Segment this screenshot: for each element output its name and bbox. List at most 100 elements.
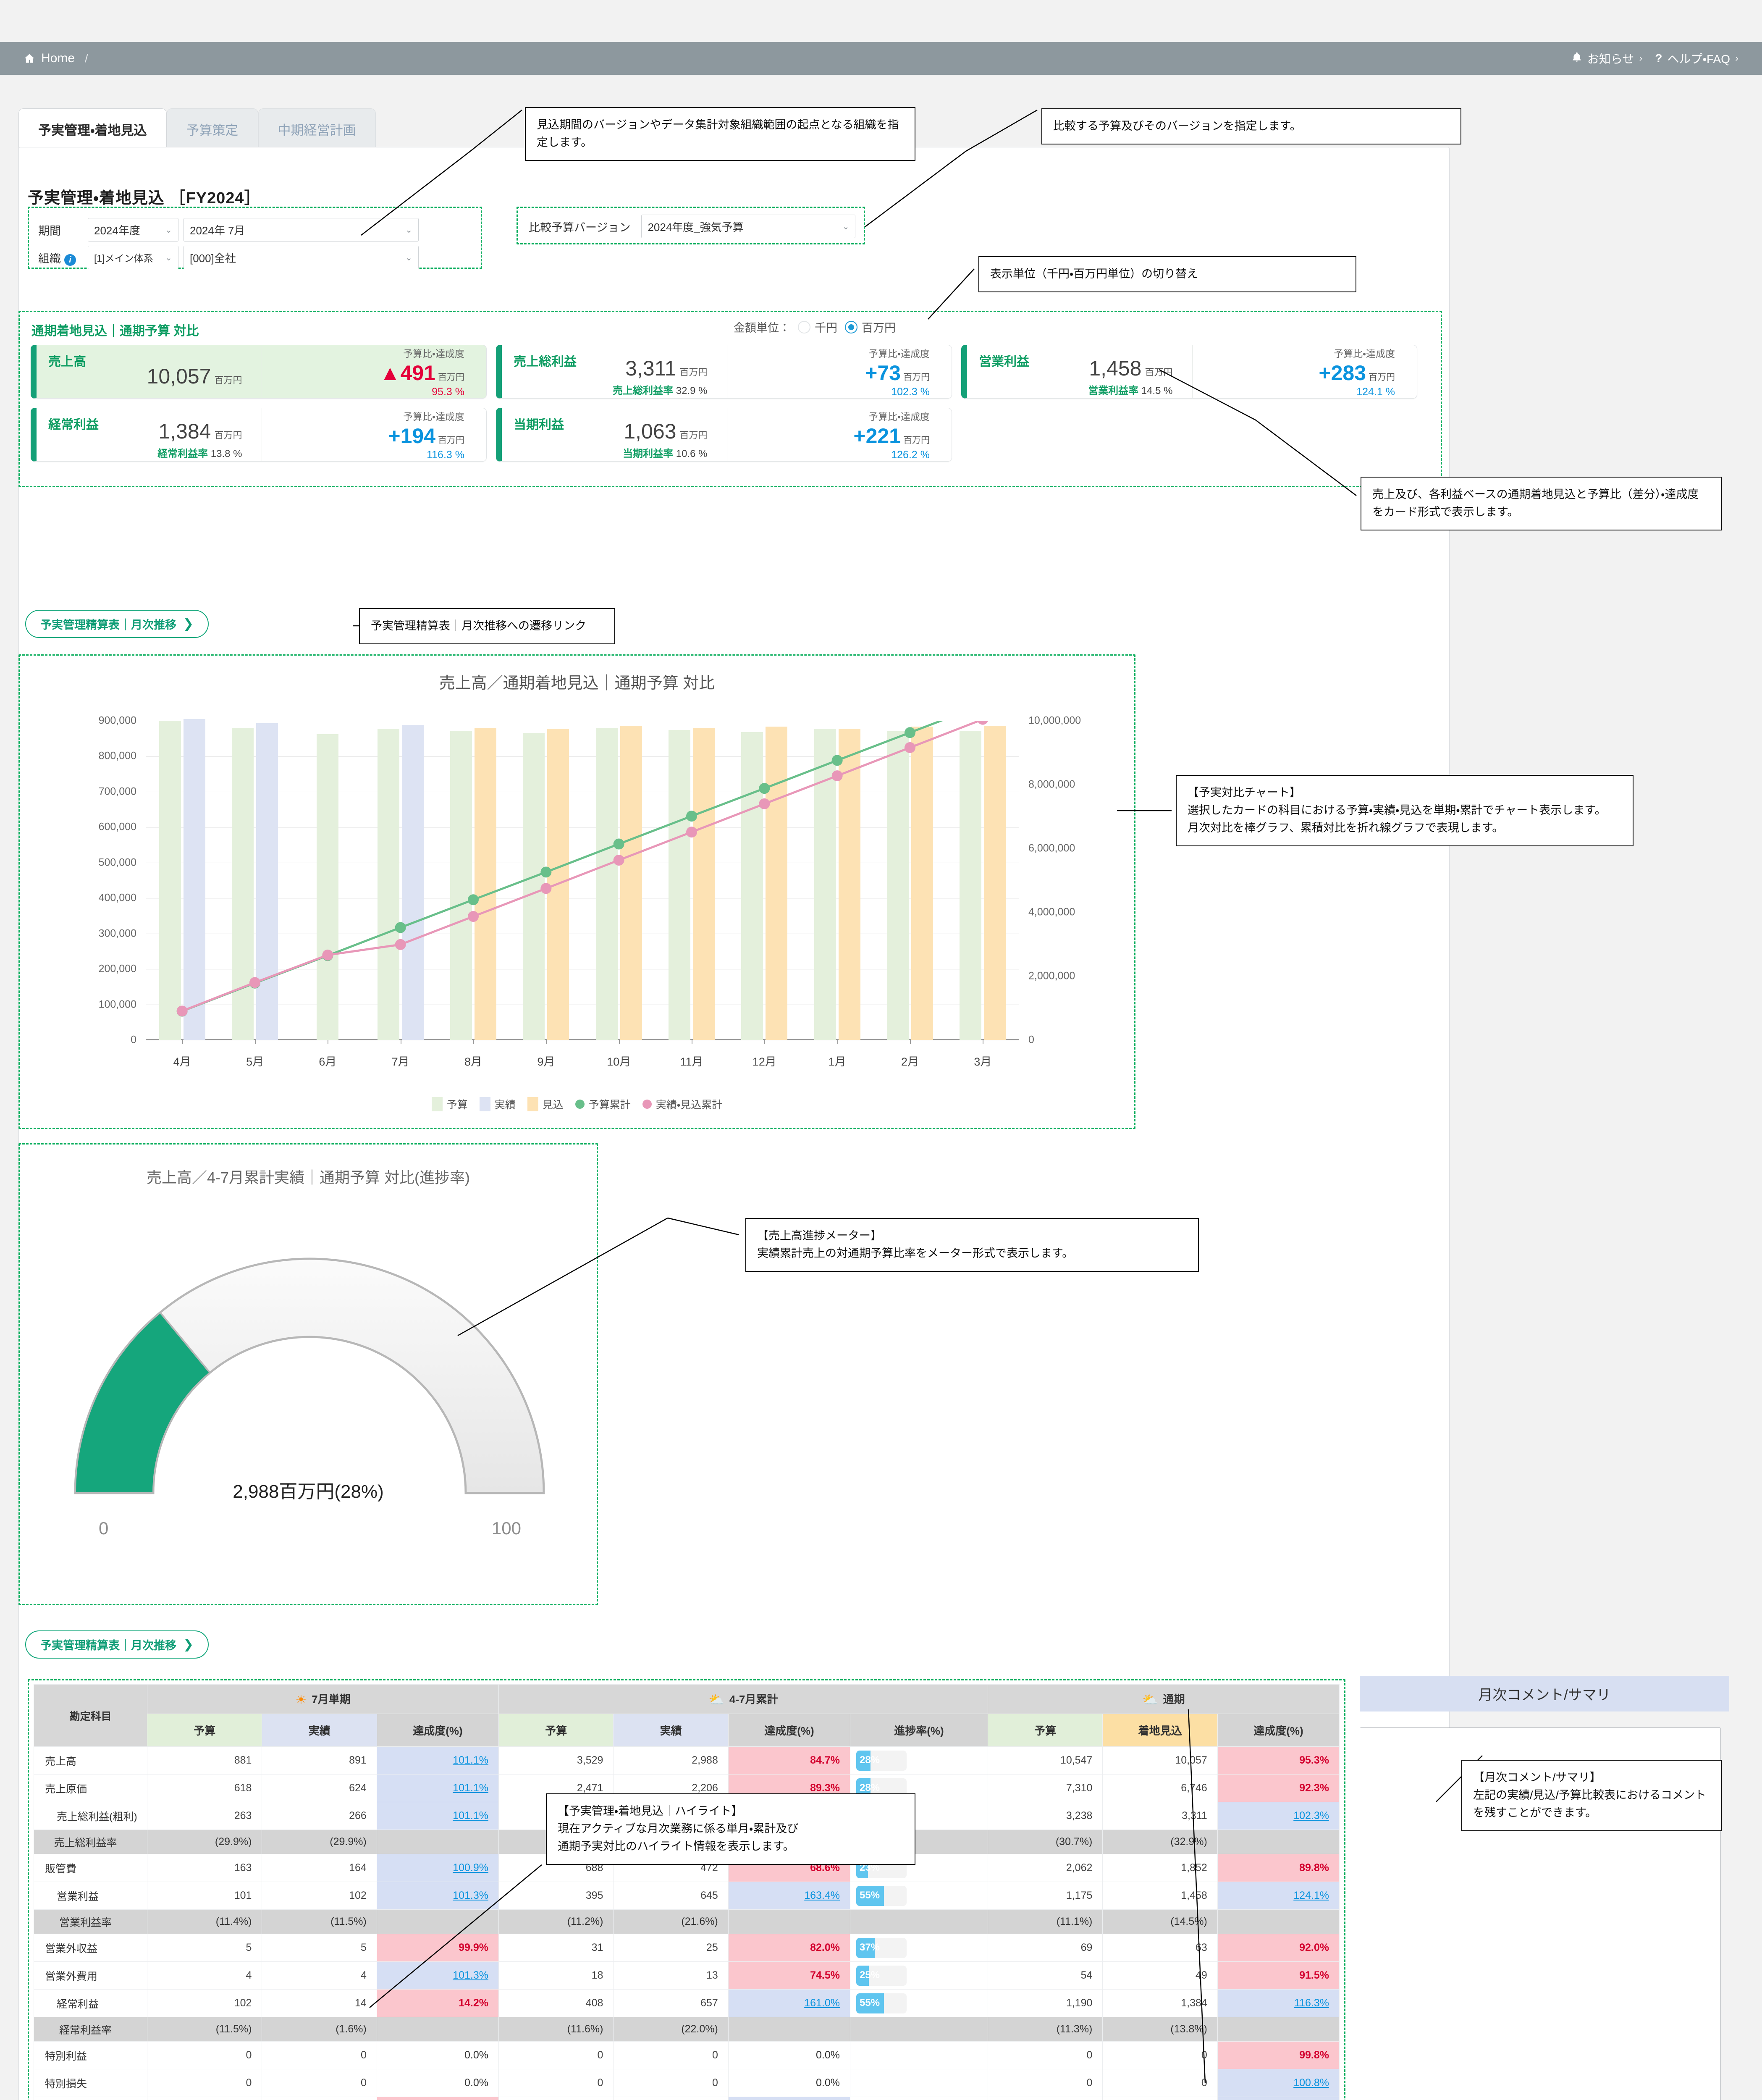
sales-progress-gauge-panel: 売上高／4-7月累計実績｜通期予算 対比(進捗率) 2,988百万円(28%) … xyxy=(18,1143,598,1605)
cell-c-prog: 37% xyxy=(850,1934,988,1962)
org-tree-select[interactable]: [1]メイン体系 ⌄ xyxy=(88,246,178,269)
info-icon[interactable]: i xyxy=(64,254,76,266)
x-axis-label: 3月 xyxy=(974,1055,992,1068)
cell-m-ach: 101.1% xyxy=(376,1774,499,1802)
cell-m-ach: 14.2% xyxy=(376,2097,499,2100)
org-node-value: [000]全社 xyxy=(190,252,236,265)
notice-label: お知らせ xyxy=(1587,52,1634,66)
kpi-card-eigyo-rieki[interactable]: 営業利益 1,458 百万円 営業利益率 14.5 % 予算比・達成度 +283 百… xyxy=(961,345,1417,399)
cell-c-bud: 3,529 xyxy=(498,1746,614,1774)
x-tick xyxy=(473,1040,474,1044)
trend-link-bottom[interactable]: 予実管理精算表｜月次推移 ❯ xyxy=(25,1630,209,1659)
row-label: 営業利益率 xyxy=(34,1909,147,1934)
notice-link[interactable]: お知らせ › xyxy=(1571,50,1642,67)
x-tick xyxy=(546,1040,547,1044)
cell-c-ach: 0.0% xyxy=(728,2069,851,2097)
bell-icon xyxy=(1571,52,1582,66)
chart-bar-実績 xyxy=(401,725,424,1040)
legend-swatch xyxy=(479,1097,490,1111)
cell-m-bud: 263 xyxy=(147,1802,262,1830)
cell-c-prog xyxy=(850,2041,988,2069)
annotation-highlight: 【予実管理・着地見込｜ハイライト】 現在アクティブな月次業務に係る単月・累計及び… xyxy=(546,1793,915,1865)
y-axis-left-tick: 500,000 xyxy=(98,856,136,869)
kpi-card-keijo-rieki[interactable]: 経常利益 1,384 百万円 経常利益率 13.8 % 予算比・達成度 +194 百… xyxy=(31,408,487,462)
annotation-unit-toggle: 表示単位（千円・百万円単位）の切り替え xyxy=(978,256,1356,292)
y-axis-left-tick: 800,000 xyxy=(98,750,136,762)
cell-m-bud: (11.5%) xyxy=(147,2017,262,2042)
y-axis-right-tick: 0 xyxy=(1028,1034,1034,1046)
tab-yojitsu-kanri[interactable]: 予実管理・着地見込 xyxy=(18,108,167,150)
cell-y-bud: 69 xyxy=(987,1934,1103,1962)
legend-item-予算[interactable]: 予算 xyxy=(431,1097,468,1112)
kpi-card-touki-rieki[interactable]: 当期利益 1,063 百万円 当期利益率 10.6 % 予算比・達成度 +221 百… xyxy=(496,408,952,462)
radio-million-icon xyxy=(845,320,857,333)
cell-y-bud: 7,310 xyxy=(987,1774,1103,1802)
cell-y-ach: 102.3% xyxy=(1217,1802,1340,1830)
x-axis xyxy=(146,1039,1019,1040)
table-row: 売上高 881 891 101.1% 3,529 2,988 84.7% 28% 10,547 1… xyxy=(34,1746,1340,1774)
kpi-panel: 通期着地見込｜通期予算 対比 金額単位： 千円 百万円 売上高 10,057 百万… xyxy=(18,311,1442,487)
tab-yosan-sakutei[interactable]: 予算策定 xyxy=(166,108,258,150)
legend-item-見込[interactable]: 見込 xyxy=(527,1097,564,1112)
cell-y-bud: 0 xyxy=(987,2069,1103,2097)
tab-chuki-keiei[interactable]: 中期経営計画 xyxy=(258,108,376,150)
cell-y-ach: 91.5% xyxy=(1217,1961,1340,1990)
x-tick xyxy=(255,1040,256,1044)
kpi-card-uriage-sorieki[interactable]: 売上総利益 3,311 百万円 売上総利益率 32.9 % 予算比・達成度 +73… xyxy=(496,345,952,399)
table-row-ratio: 経常利益率 (11.5%) (1.6%) (11.6%) (22.0%) (11.3%)(… xyxy=(34,2017,1340,2042)
kpi-heading: 通期着地見込｜通期予算 対比 xyxy=(31,324,199,338)
cell-m-bud: (29.9%) xyxy=(147,1830,262,1854)
kpi-card-uriagedaka[interactable]: 売上高 10,057 百万円 予算比・達成度 ▲491 百万円 95.3 % xyxy=(31,345,487,399)
cell-c-prog: 25% xyxy=(850,1961,988,1990)
help-faq-link[interactable]: ? ヘルプ・FAQ › xyxy=(1655,50,1738,67)
cell-y-bud: 3,238 xyxy=(987,1802,1103,1830)
chart-bar-予算 xyxy=(450,730,472,1040)
legend-item-実績[interactable]: 実績 xyxy=(479,1097,516,1112)
kpi-card-2-pct: 124.1 % xyxy=(1356,386,1395,398)
month-select[interactable]: 2024年 7月 ⌄ xyxy=(184,218,419,242)
breadcrumb-home[interactable]: Home xyxy=(24,51,75,66)
cell-c-prog: 55% xyxy=(850,2097,988,2100)
kpi-card-2-name: 営業利益 xyxy=(979,355,1029,369)
kpi-card-4-rate: 当期利益率 10.6 % xyxy=(623,448,708,459)
annotation-period-org: 見込期間のバージョンやデータ集計対象組織範囲の起点となる組織を指定します。 xyxy=(525,107,915,161)
cell-c-ach: 0.0% xyxy=(728,2041,851,2069)
cell-m-bud: 618 xyxy=(147,1774,262,1802)
x-axis-label: 4月 xyxy=(173,1055,191,1068)
fiscal-year-select[interactable]: 2024年度 ⌄ xyxy=(88,218,178,242)
trend-link-top[interactable]: 予実管理精算表｜月次推移 ❯ xyxy=(25,610,209,638)
cell-m-act: (1.6%) xyxy=(262,2017,377,2042)
cell-m-ach xyxy=(376,1909,499,1934)
cell-y-fc: 63 xyxy=(1102,1934,1218,1962)
th-group-0: ☀ 7月単期 xyxy=(147,1684,499,1714)
budget-actual-chart-panel: 売上高／通期着地見込｜通期予算 対比 0 100,000 200,000 300,00… xyxy=(18,654,1135,1129)
top-navigation-bar: Home / お知らせ › ? ヘルプ・FAQ › xyxy=(0,42,1762,75)
cell-y-ach: 92.3% xyxy=(1217,1774,1340,1802)
row-label: 営業利益 xyxy=(34,1882,147,1910)
cell-y-fc: 3,311 xyxy=(1102,1802,1218,1830)
cell-c-act: 25 xyxy=(613,1934,729,1962)
y-axis-left-tick: 200,000 xyxy=(98,963,136,975)
cell-m-act: 5 xyxy=(262,1934,377,1962)
chart-bar-予算 xyxy=(960,730,982,1040)
y-axis-left-tick: 700,000 xyxy=(98,785,136,798)
legend-item-予算累計[interactable]: 予算累計 xyxy=(575,1097,631,1112)
org-node-select[interactable]: [000]全社 ⌄ xyxy=(184,246,419,269)
legend-swatch xyxy=(575,1100,585,1109)
legend-swatch xyxy=(431,1097,443,1111)
cell-c-act: 657 xyxy=(613,1989,729,2017)
cell-y-fc: 0 xyxy=(1102,2041,1218,2069)
unit-option-million[interactable]: 百万円 xyxy=(845,319,896,335)
cell-y-ach: 100.8% xyxy=(1217,2069,1340,2097)
cell-c-act: (21.6%) xyxy=(613,1909,729,1934)
cell-m-act: 164 xyxy=(262,1854,377,1882)
kpi-card-0-name: 売上高 xyxy=(48,355,86,369)
y-axis-left-tick: 300,000 xyxy=(98,927,136,940)
compare-version-select[interactable]: 2024年度_強気予算 ⌄ xyxy=(641,215,856,238)
chart-bar-見込 xyxy=(838,728,860,1040)
unit-option-thousand[interactable]: 千円 xyxy=(798,319,837,335)
legend-item-実績・見込累計[interactable]: 実績・見込累計 xyxy=(642,1097,722,1112)
y-axis-left-tick: 100,000 xyxy=(98,998,136,1011)
annotation-chart-l2: 月次対比を棒グラフ、累積対比を折れ線グラフで表現します。 xyxy=(1188,821,1504,834)
cell-m-act: 4 xyxy=(262,1961,377,1990)
